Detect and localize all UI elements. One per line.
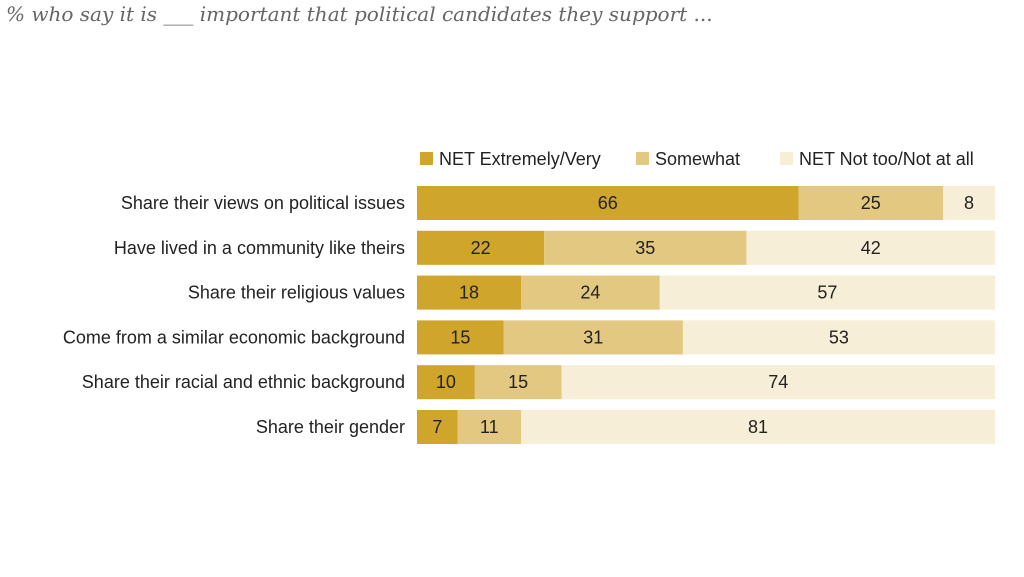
category-label: Come from a similar economic background bbox=[63, 327, 405, 347]
legend-swatch bbox=[780, 152, 793, 165]
bar-value-label: 15 bbox=[450, 327, 470, 347]
chart-subtitle: % who say it is ___ important that polit… bbox=[6, 2, 713, 26]
bar-value-label: 25 bbox=[861, 193, 881, 213]
bar-segment bbox=[474, 365, 562, 400]
bar-value-label: 31 bbox=[583, 327, 603, 347]
legend-label: NET Extremely/Very bbox=[439, 149, 601, 169]
legend-swatch bbox=[636, 152, 649, 165]
bar-value-label: 57 bbox=[817, 283, 837, 303]
bar-segment bbox=[521, 275, 660, 310]
bar-segment bbox=[659, 275, 995, 310]
bar-value-label: 35 bbox=[635, 238, 655, 258]
bar-segment bbox=[417, 365, 475, 400]
bar-value-label: 8 bbox=[964, 193, 974, 213]
category-label: Share their racial and ethnic background bbox=[82, 372, 405, 392]
bar-segment bbox=[417, 410, 458, 444]
bar-segment bbox=[417, 320, 504, 355]
bar-segment bbox=[417, 275, 522, 310]
bar-segment bbox=[746, 230, 995, 265]
category-label: Share their gender bbox=[256, 417, 405, 437]
bar-segment bbox=[521, 410, 995, 444]
bar-value-label: 53 bbox=[829, 327, 849, 347]
legend-label: Somewhat bbox=[655, 149, 740, 169]
bar-value-label: 15 bbox=[508, 372, 528, 392]
bar-value-label: 18 bbox=[459, 283, 479, 303]
bar-value-label: 66 bbox=[598, 193, 618, 213]
bar-segment bbox=[544, 230, 747, 265]
legend-label: NET Not too/Not at all bbox=[799, 149, 974, 169]
bar-segment bbox=[417, 230, 545, 265]
category-label: Share their religious values bbox=[188, 283, 405, 303]
bar-segment bbox=[503, 320, 683, 355]
category-label: Have lived in a community like theirs bbox=[114, 238, 405, 258]
bar-segment bbox=[561, 365, 995, 400]
bar-value-label: 74 bbox=[768, 372, 788, 392]
bar-value-label: 81 bbox=[748, 417, 768, 437]
bar-value-label: 11 bbox=[480, 417, 499, 437]
bar-value-label: 10 bbox=[436, 372, 456, 392]
bar-value-label: 24 bbox=[580, 283, 600, 303]
bar-value-label: 22 bbox=[471, 238, 491, 258]
bar-segment bbox=[798, 186, 943, 220]
bar-segment bbox=[942, 186, 995, 220]
bar-segment bbox=[457, 410, 522, 444]
legend-swatch bbox=[420, 152, 433, 165]
bar-segment bbox=[682, 320, 995, 355]
bar-segment bbox=[417, 186, 799, 220]
bar-value-label: 7 bbox=[432, 417, 442, 437]
bar-value-label: 42 bbox=[861, 238, 881, 258]
category-label: Share their views on political issues bbox=[121, 193, 405, 213]
